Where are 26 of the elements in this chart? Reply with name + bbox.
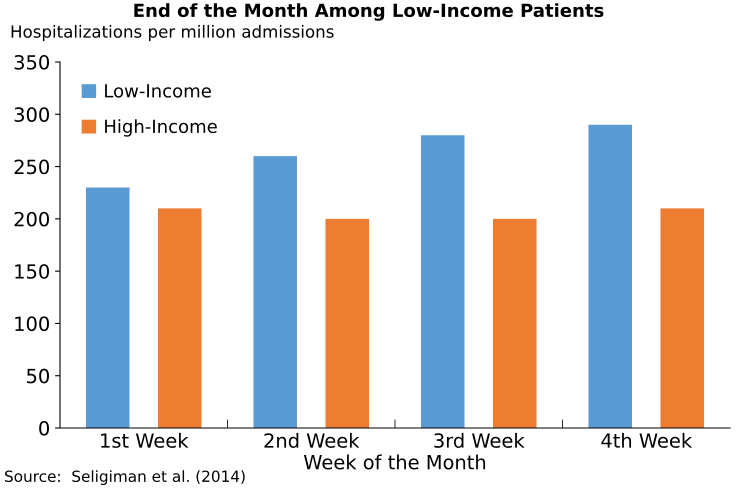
y-tick-label: 0 — [39, 420, 49, 436]
y-tick-label: 100 — [15, 316, 49, 332]
bar — [420, 135, 465, 428]
y-axis-title: Hospitalizations per million admissions — [12, 24, 334, 42]
x-tick-label: 1st Week — [101, 432, 188, 448]
x-tick-label: 2nd Week — [264, 432, 360, 448]
y-tick-label: 50 — [27, 368, 49, 384]
bar — [660, 208, 704, 428]
legend-label: Low-Income — [105, 84, 211, 98]
y-tick-label: 300 — [14, 107, 49, 122]
y-tick-label: 250 — [14, 160, 49, 174]
y-tick-label: 200 — [14, 212, 49, 227]
legend-label: High-Income — [105, 119, 217, 137]
x-tick-label: 3rd Week — [434, 432, 525, 448]
bar — [588, 124, 632, 428]
x-tick-label: 4th Week — [601, 432, 692, 448]
y-tick-label: 350 — [14, 54, 49, 70]
bar — [325, 218, 370, 428]
chart-title: End of the Month Among Low-Income Patients — [134, 3, 604, 21]
bar — [253, 156, 298, 428]
bar — [158, 208, 202, 428]
bar — [86, 187, 130, 428]
y-tick-label: 150 — [15, 264, 49, 279]
source-note: Source: Seligiman et al. (2014) — [5, 470, 245, 485]
x-axis-title: Week of the Month — [304, 454, 486, 470]
bar — [492, 218, 537, 428]
